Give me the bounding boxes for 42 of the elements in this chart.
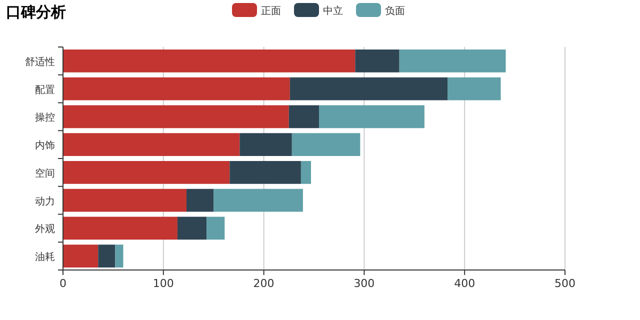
bar (186, 188, 214, 212)
bar (63, 105, 289, 128)
bar (290, 77, 448, 100)
bar (319, 105, 424, 128)
bar (448, 77, 501, 100)
x-tick-label: 500 (554, 277, 576, 290)
bar (63, 244, 98, 268)
bar (355, 50, 400, 72)
y-tick-label: 空间 (35, 167, 55, 180)
bar (98, 244, 116, 268)
bar (399, 50, 506, 72)
bar (63, 188, 186, 212)
y-tick-label: 配置 (35, 84, 55, 96)
bar (63, 133, 240, 156)
y-tick-label: 动力 (35, 195, 55, 208)
bar (292, 133, 360, 156)
legend-label: 正面 (261, 6, 281, 17)
bar (230, 161, 301, 184)
bar (115, 244, 124, 268)
y-tick-label: 内饰 (35, 140, 55, 152)
chart-title: 口碑分析 (6, 3, 66, 21)
bar (63, 216, 178, 240)
bar (177, 216, 207, 240)
bar (206, 216, 225, 240)
x-tick-label: 0 (60, 277, 66, 290)
legend-label: 中立 (323, 5, 343, 17)
legend-label: 负面 (385, 5, 405, 17)
bar (240, 133, 292, 156)
bar (63, 50, 356, 72)
bar (300, 161, 311, 184)
x-tick-label: 100 (152, 277, 174, 290)
y-tick-label: 油耗 (35, 251, 55, 264)
y-tick-label: 操控 (35, 112, 55, 124)
y-tick-label: 舒适性 (25, 56, 55, 68)
bar (288, 105, 320, 128)
bar (214, 188, 303, 212)
bar (63, 161, 230, 184)
x-tick-label: 400 (454, 277, 476, 290)
x-tick-label: 200 (253, 277, 274, 290)
y-tick-label: 外观 (35, 224, 55, 236)
bar (63, 77, 290, 100)
x-tick-label: 300 (354, 277, 375, 290)
